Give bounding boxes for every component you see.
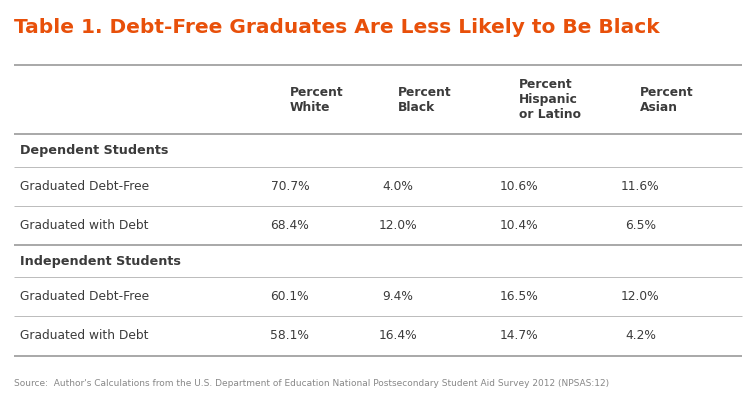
Text: 16.5%: 16.5% (500, 290, 538, 303)
Text: Graduated Debt-Free: Graduated Debt-Free (20, 180, 149, 193)
Text: Independent Students: Independent Students (20, 255, 181, 267)
Text: 9.4%: 9.4% (383, 290, 413, 303)
Text: 11.6%: 11.6% (621, 180, 660, 193)
Text: Graduated with Debt: Graduated with Debt (20, 219, 148, 232)
Text: Dependent Students: Dependent Students (20, 144, 168, 157)
Text: Percent
Hispanic
or Latino: Percent Hispanic or Latino (519, 78, 581, 121)
Text: 6.5%: 6.5% (625, 219, 656, 232)
Text: Source:  Author's Calculations from the U.S. Department of Education National Po: Source: Author's Calculations from the U… (14, 379, 609, 388)
Text: 10.4%: 10.4% (500, 219, 538, 232)
Text: Percent
Black: Percent Black (398, 86, 451, 114)
Text: 12.0%: 12.0% (378, 219, 417, 232)
Text: Graduated Debt-Free: Graduated Debt-Free (20, 290, 149, 303)
Text: 10.6%: 10.6% (500, 180, 538, 193)
Text: 68.4%: 68.4% (271, 219, 309, 232)
Text: Percent
Asian: Percent Asian (640, 86, 694, 114)
Text: 60.1%: 60.1% (271, 290, 309, 303)
Text: 12.0%: 12.0% (621, 290, 660, 303)
Text: Percent
White: Percent White (290, 86, 343, 114)
Text: 14.7%: 14.7% (500, 329, 538, 342)
Text: 70.7%: 70.7% (271, 180, 309, 193)
Text: 4.2%: 4.2% (625, 329, 655, 342)
Text: Table 1. Debt-Free Graduates Are Less Likely to Be Black: Table 1. Debt-Free Graduates Are Less Li… (14, 18, 659, 37)
Text: 16.4%: 16.4% (378, 329, 417, 342)
Text: Graduated with Debt: Graduated with Debt (20, 329, 148, 342)
Text: 58.1%: 58.1% (271, 329, 309, 342)
Text: 4.0%: 4.0% (383, 180, 413, 193)
